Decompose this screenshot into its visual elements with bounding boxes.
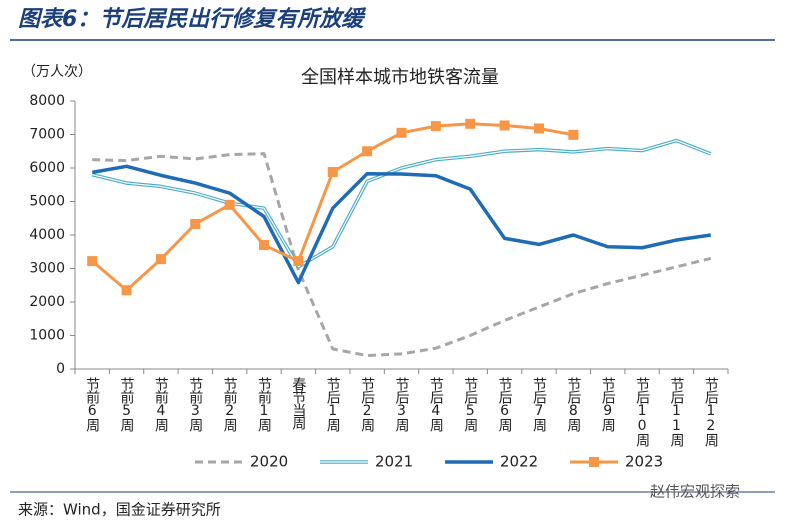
y-tick-label: 6000 [29,160,65,176]
y-tick-label: 7000 [29,127,65,143]
x-tick-label: 节前2周 [222,377,238,433]
page-title: 图表6：节后居民出行修复有所放缓 [18,6,367,32]
x-tick-label: 节前6周 [84,377,100,433]
source: 来源：Wind，国金证券研究所 [18,501,221,519]
point [396,127,407,138]
x-tick-label: 节后9周 [600,377,616,433]
x-tick-label: 节后3周 [394,377,410,433]
point [499,120,510,131]
y-axis-label: （万人次） [22,64,92,80]
point [293,256,304,267]
line-series [92,152,712,358]
point [224,199,235,210]
x-tick-label: 节后7周 [531,377,547,433]
y-tick-label: 1000 [29,328,65,344]
point [327,167,338,178]
x-tick-label: 节前3周 [187,377,203,433]
x-tick-label: 节后2周 [359,377,375,433]
legend-label: 2020 [250,453,288,471]
y-tick-label: 2000 [29,294,65,310]
x-tick-label: 节后6周 [497,377,513,433]
point [465,118,476,129]
x-tick-label: 节前5周 [119,377,135,433]
legend-label: 2022 [500,453,538,471]
x-tick-label: 节后4周 [428,377,444,433]
y-tick-label: 3000 [29,261,65,277]
legend-label: 2023 [625,453,663,471]
x-tick-label: 节前1周 [256,377,272,433]
x-tick-label: 节后11周 [668,377,684,448]
x-tick-label: 节后8周 [565,377,581,433]
point [533,123,544,134]
point [259,240,270,251]
watermark: 赵伟宏观探索 [650,483,740,501]
chart-title: 全国样本城市地铁客流量 [301,67,499,88]
y-tick-label: 0 [56,361,65,377]
x-tick-label: 节后5周 [462,377,478,433]
y-tick-label: 4000 [29,227,65,243]
y-tick-label: 5000 [29,194,65,210]
x-tick-label: 春节当周 [290,377,306,431]
point [121,285,132,296]
point [87,256,98,267]
legend-marker [589,457,599,467]
point [362,146,373,157]
x-tick-label: 节后10周 [634,377,650,448]
line-series-inner [92,139,712,268]
x-tick-label: 节前4周 [153,377,169,433]
line-series [91,164,712,285]
point [155,254,166,265]
point [568,129,579,140]
x-tick-label: 节后1周 [325,377,341,433]
point [190,218,201,229]
point [430,121,441,132]
legend-label: 2021 [375,453,413,471]
x-tick-label: 节后12周 [703,377,719,448]
y-tick-label: 8000 [29,93,65,109]
